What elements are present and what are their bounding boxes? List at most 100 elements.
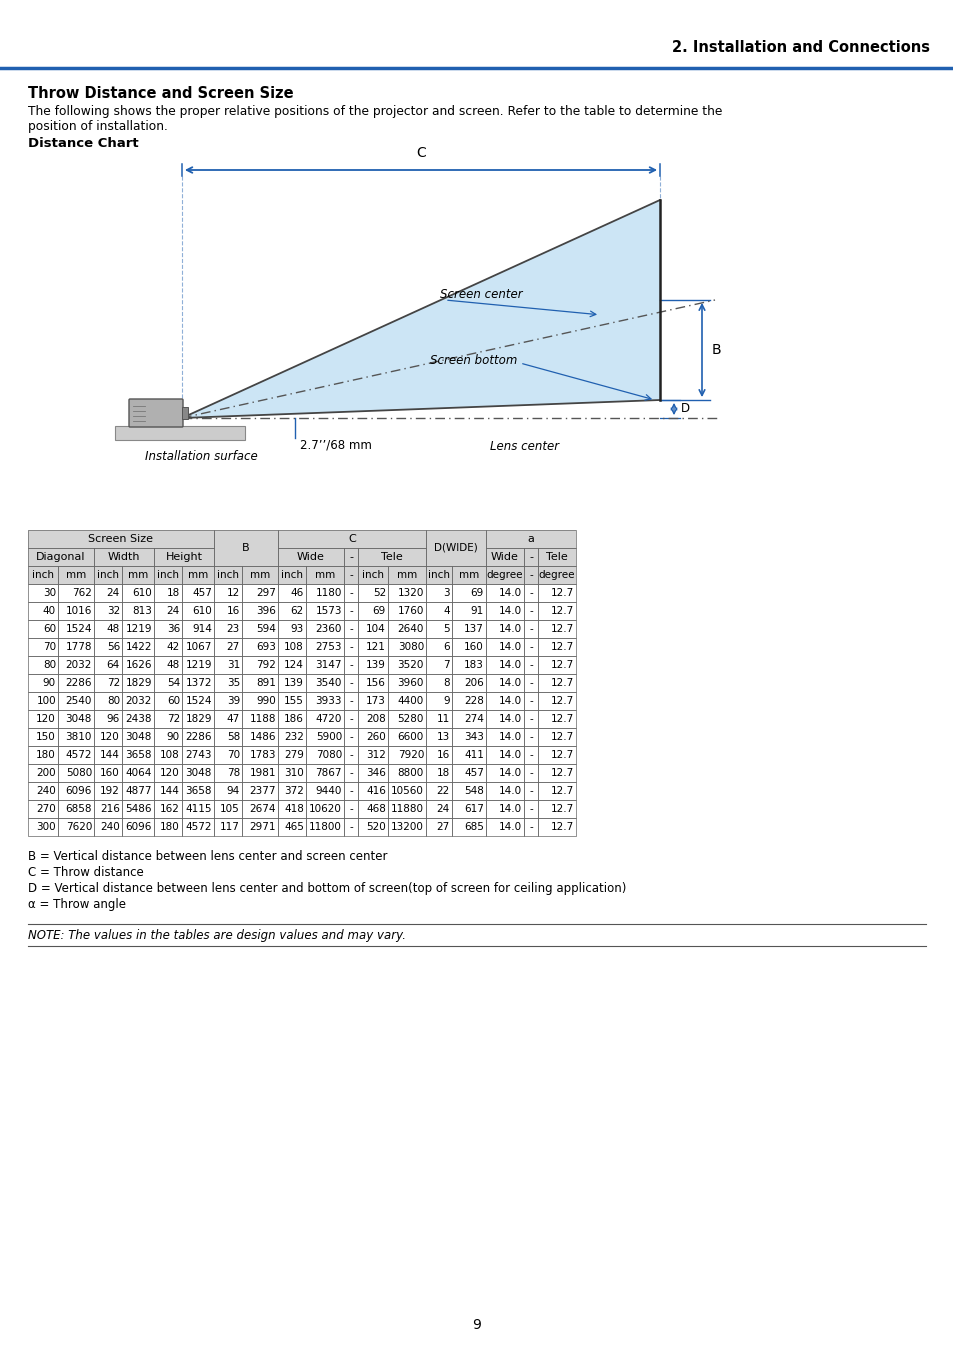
Text: -: - <box>349 786 353 797</box>
Text: 105: 105 <box>220 803 240 814</box>
Text: 120: 120 <box>160 768 180 778</box>
Bar <box>485 566 523 584</box>
Bar <box>182 745 213 764</box>
Text: C: C <box>416 146 425 160</box>
Bar <box>388 603 426 620</box>
Bar <box>426 530 485 566</box>
Bar <box>426 818 452 836</box>
Bar <box>242 656 277 674</box>
Bar <box>213 799 242 818</box>
Text: -: - <box>349 661 353 670</box>
Bar <box>388 799 426 818</box>
Text: 1372: 1372 <box>185 678 212 687</box>
Bar <box>277 728 306 745</box>
Bar <box>122 674 153 692</box>
Bar <box>485 549 523 566</box>
Bar <box>213 566 242 584</box>
Bar <box>306 620 344 638</box>
Text: 457: 457 <box>464 768 483 778</box>
Bar <box>94 799 122 818</box>
Bar <box>153 692 182 710</box>
Text: 12.7: 12.7 <box>550 696 574 706</box>
Text: -: - <box>529 607 533 616</box>
Bar <box>485 745 523 764</box>
Bar <box>94 603 122 620</box>
Bar <box>277 745 306 764</box>
Bar <box>28 818 58 836</box>
Text: 260: 260 <box>366 732 386 741</box>
Text: 91: 91 <box>470 607 483 616</box>
Bar <box>485 764 523 782</box>
Bar <box>388 584 426 603</box>
Bar <box>523 782 537 799</box>
Bar <box>357 692 388 710</box>
Bar <box>537 692 576 710</box>
Text: 16: 16 <box>227 607 240 616</box>
Bar <box>153 549 213 566</box>
Bar <box>485 728 523 745</box>
Bar <box>523 799 537 818</box>
Bar <box>277 603 306 620</box>
Text: 52: 52 <box>373 588 386 599</box>
Bar <box>115 426 245 439</box>
Bar <box>344 692 357 710</box>
Text: 5080: 5080 <box>66 768 91 778</box>
Bar <box>388 799 426 818</box>
Bar <box>28 656 58 674</box>
Bar <box>277 799 306 818</box>
Bar <box>28 818 58 836</box>
Text: 411: 411 <box>464 749 483 760</box>
Bar <box>153 799 182 818</box>
Bar <box>426 818 452 836</box>
Bar <box>452 818 485 836</box>
Bar <box>388 818 426 836</box>
Text: 1486: 1486 <box>250 732 275 741</box>
Bar <box>485 764 523 782</box>
Text: 14.0: 14.0 <box>498 714 521 724</box>
Text: 1573: 1573 <box>315 607 341 616</box>
Bar <box>344 603 357 620</box>
Text: D(WIDE): D(WIDE) <box>434 543 477 553</box>
Bar <box>452 710 485 728</box>
Text: -: - <box>349 570 353 580</box>
Bar <box>213 818 242 836</box>
Bar <box>94 656 122 674</box>
Bar <box>58 782 94 799</box>
Bar <box>388 566 426 584</box>
Bar <box>485 656 523 674</box>
Text: Diagonal: Diagonal <box>36 551 86 562</box>
Text: 96: 96 <box>107 714 120 724</box>
Bar <box>122 745 153 764</box>
Bar <box>537 566 576 584</box>
Bar <box>344 566 357 584</box>
Text: 2674: 2674 <box>250 803 275 814</box>
Bar <box>306 764 344 782</box>
Text: 14.0: 14.0 <box>498 786 521 797</box>
Text: Throw Distance and Screen Size: Throw Distance and Screen Size <box>28 86 294 101</box>
Bar <box>357 764 388 782</box>
Bar <box>28 584 58 603</box>
Text: 372: 372 <box>284 786 304 797</box>
Bar <box>242 728 277 745</box>
Text: 3658: 3658 <box>126 749 152 760</box>
Bar <box>357 638 388 656</box>
Bar <box>28 530 213 549</box>
Bar <box>485 584 523 603</box>
Bar <box>94 656 122 674</box>
Bar <box>213 782 242 799</box>
Bar <box>242 692 277 710</box>
Bar <box>426 620 452 638</box>
Text: 121: 121 <box>366 642 386 652</box>
Text: 3048: 3048 <box>126 732 152 741</box>
Bar <box>452 638 485 656</box>
Bar <box>523 692 537 710</box>
Bar <box>213 764 242 782</box>
Text: -: - <box>349 822 353 832</box>
Bar <box>537 728 576 745</box>
Bar <box>344 692 357 710</box>
Bar <box>28 638 58 656</box>
Text: 206: 206 <box>464 678 483 687</box>
Text: 11: 11 <box>436 714 450 724</box>
Bar <box>485 603 523 620</box>
Bar <box>277 692 306 710</box>
